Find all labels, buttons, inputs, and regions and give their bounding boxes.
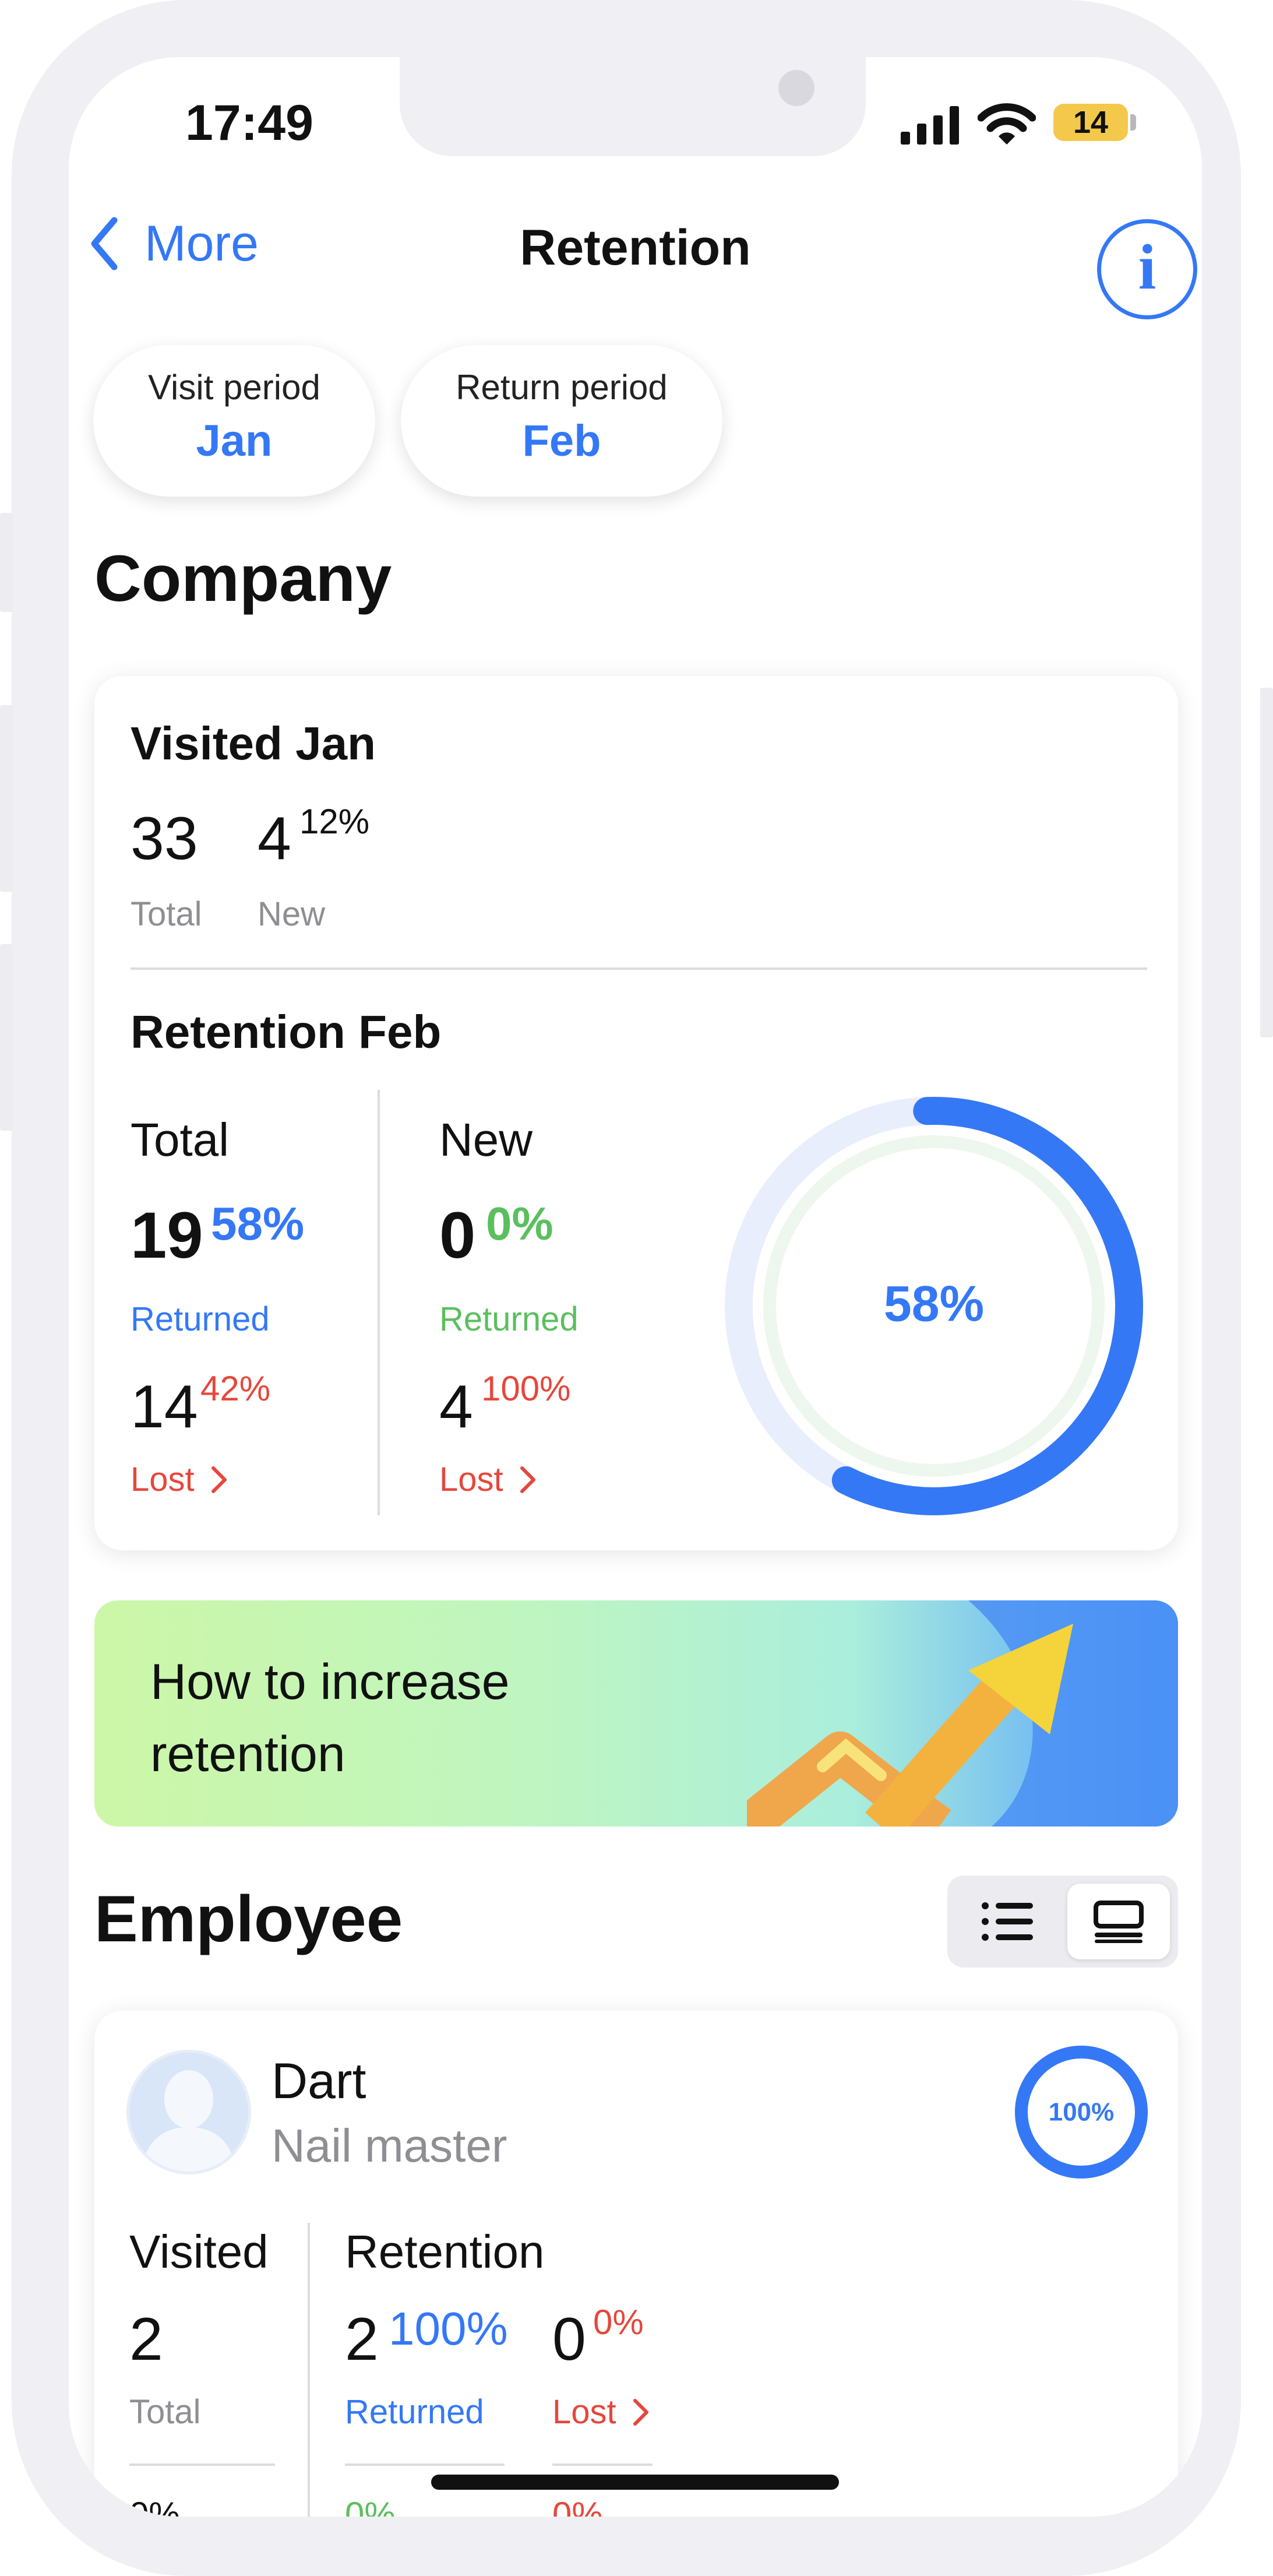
chevron-right-icon bbox=[211, 1466, 227, 1493]
total-lost-link[interactable]: Lost bbox=[131, 1460, 231, 1499]
employee-row2-returned-percent: 0% bbox=[345, 2495, 396, 2517]
employee-returned-percent: 100% bbox=[389, 2303, 508, 2355]
visited-new-percent: 12% bbox=[299, 802, 370, 841]
employee-returned-count: 2 bbox=[345, 2306, 379, 2373]
new-lost-label: Lost bbox=[439, 1461, 503, 1498]
donut-value-arc bbox=[725, 1097, 1143, 1515]
camera bbox=[778, 70, 814, 106]
wifi-icon bbox=[978, 103, 1036, 145]
new-lost-count: 4 bbox=[439, 1373, 473, 1441]
side-button bbox=[0, 944, 13, 1131]
visited-new: 4 bbox=[258, 805, 291, 872]
increase-retention-banner[interactable]: How to increase retention bbox=[94, 1600, 1178, 1827]
divider bbox=[345, 2464, 505, 2466]
battery-indicator: 14 bbox=[1053, 104, 1128, 141]
avatar bbox=[129, 2053, 248, 2172]
employee-lost-count: 0 bbox=[552, 2306, 586, 2373]
visited-title: Visited Jan bbox=[131, 717, 376, 769]
employee-retention-ring: 100% bbox=[1015, 2046, 1148, 2179]
employee-returned-label: Returned bbox=[345, 2393, 484, 2431]
battery-tip bbox=[1130, 114, 1136, 131]
card-view-button[interactable] bbox=[1067, 1884, 1170, 1959]
total-lost-percent: 42% bbox=[200, 1369, 271, 1408]
column-divider bbox=[378, 1090, 380, 1515]
employee-role: Nail master bbox=[271, 2120, 507, 2172]
employee-lost-link[interactable]: Lost bbox=[552, 2392, 653, 2431]
total-returned-label: Returned bbox=[131, 1300, 270, 1338]
info-button[interactable]: i bbox=[1097, 219, 1197, 319]
chevron-right-icon bbox=[633, 2398, 648, 2426]
divider bbox=[552, 2464, 653, 2466]
employee-visited-total-label: Total bbox=[129, 2393, 201, 2431]
total-returned-count: 19 bbox=[131, 1199, 203, 1272]
return-period-label: Return period bbox=[456, 368, 668, 407]
company-card: Visited Jan 33 Total 4 12% New Retention… bbox=[94, 676, 1178, 1550]
retention-title: Retention Feb bbox=[131, 1006, 442, 1058]
total-lost-count: 14 bbox=[131, 1373, 198, 1441]
return-period-value: Feb bbox=[522, 416, 601, 466]
banner-line-1: How to increase bbox=[150, 1654, 510, 1710]
growth-arrow-illustration bbox=[747, 1600, 1178, 1827]
visit-period-filter[interactable]: Visit period Jan bbox=[93, 345, 375, 497]
view-toggle bbox=[947, 1875, 1178, 1968]
employee-row2-lost-percent: 0% bbox=[552, 2495, 603, 2517]
new-returned-label: Returned bbox=[439, 1300, 579, 1338]
person-icon bbox=[141, 2070, 237, 2172]
new-returned-count: 0 bbox=[439, 1199, 476, 1272]
list-view-button[interactable] bbox=[955, 1884, 1060, 1959]
side-button bbox=[0, 513, 13, 612]
back-button[interactable]: More bbox=[87, 214, 259, 273]
card-view-icon bbox=[1094, 1901, 1144, 1943]
signal-icon bbox=[901, 106, 959, 145]
company-heading: Company bbox=[94, 542, 392, 615]
employee-heading: Employee bbox=[94, 1882, 403, 1955]
donut-inner-track bbox=[763, 1135, 1105, 1477]
status-time: 17:49 bbox=[185, 95, 313, 151]
visited-total-label: Total bbox=[131, 895, 202, 933]
banner-line-2: retention bbox=[150, 1726, 345, 1782]
side-button bbox=[1260, 688, 1273, 1037]
new-returned-percent: 0% bbox=[486, 1198, 553, 1250]
total-lost-label: Lost bbox=[131, 1461, 195, 1498]
employee-retention-heading: Retention bbox=[345, 2226, 545, 2278]
visit-period-label: Visit period bbox=[148, 368, 320, 407]
employee-name: Dart bbox=[271, 2053, 366, 2109]
employee-card[interactable]: Dart Nail master 100% Visited 2 Total 0%… bbox=[94, 2011, 1178, 2517]
side-button bbox=[0, 705, 13, 892]
employee-lost-label: Lost bbox=[552, 2393, 616, 2431]
employee-lost-percent: 0% bbox=[593, 2303, 644, 2342]
app-screen: 17:49 14 Retention More i Visit period J… bbox=[69, 57, 1202, 2517]
new-lost-link[interactable]: Lost bbox=[439, 1460, 539, 1499]
visit-period-value: Jan bbox=[196, 416, 273, 466]
retention-donut-chart: 58% bbox=[725, 1097, 1143, 1515]
banner-text: How to increase retention bbox=[150, 1646, 510, 1790]
donut-center-label: 58% bbox=[884, 1276, 984, 1332]
page-title: Retention bbox=[520, 220, 751, 276]
retention-new-heading: New bbox=[439, 1114, 533, 1166]
divider bbox=[131, 967, 1147, 970]
home-indicator bbox=[431, 2475, 839, 2490]
chevron-right-icon bbox=[520, 1466, 535, 1493]
info-icon: i bbox=[1138, 231, 1156, 302]
visited-total: 33 bbox=[131, 805, 198, 872]
ring-value-arc bbox=[1015, 2046, 1148, 2179]
new-lost-percent: 100% bbox=[481, 1369, 571, 1408]
divider bbox=[129, 2464, 275, 2466]
visited-new-label: New bbox=[258, 895, 326, 933]
notch bbox=[400, 57, 866, 156]
list-icon bbox=[982, 1902, 1033, 1941]
employee-visited-total: 2 bbox=[129, 2306, 163, 2373]
return-period-filter[interactable]: Return period Feb bbox=[401, 345, 722, 497]
employee-row2-visited-percent: 0% bbox=[129, 2495, 180, 2517]
back-label: More bbox=[144, 215, 259, 272]
ring-center-label: 100% bbox=[1049, 2098, 1115, 2127]
column-divider bbox=[308, 2223, 310, 2517]
employee-visited-heading: Visited bbox=[129, 2226, 269, 2278]
chevron-left-icon bbox=[91, 217, 118, 270]
total-returned-percent: 58% bbox=[211, 1198, 305, 1250]
retention-total-heading: Total bbox=[131, 1114, 229, 1166]
